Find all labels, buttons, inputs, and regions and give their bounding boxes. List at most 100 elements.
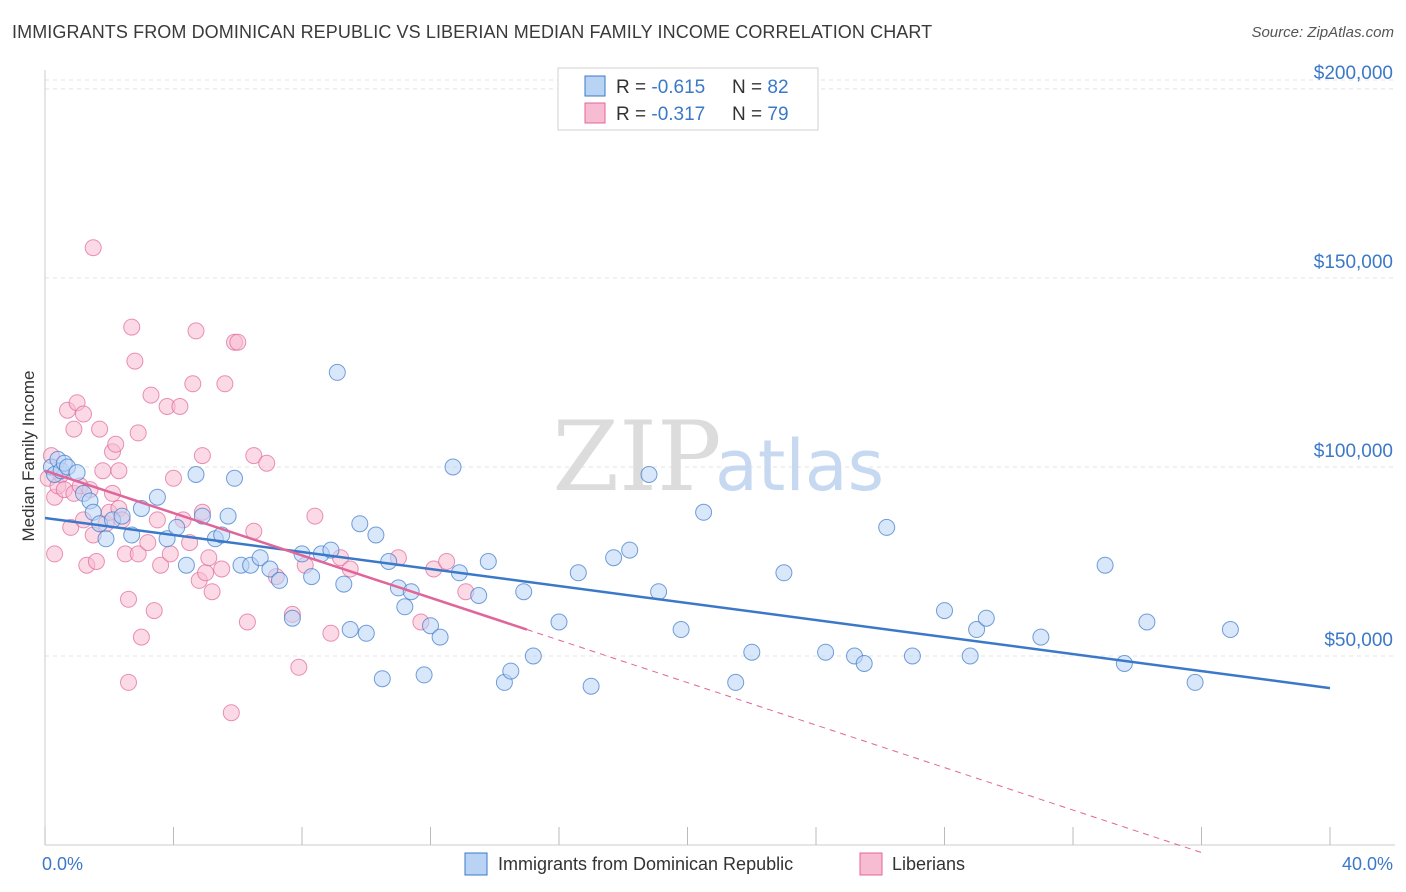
- y-tick-label-150000: $150,000: [1314, 252, 1393, 273]
- tick-labels: $50,000 $100,000 $150,000 $200,000 0.0% 40.0%: [42, 63, 1393, 874]
- dominican-point-11: [97, 530, 115, 548]
- y-tick-label-200000: $200,000: [1314, 63, 1393, 84]
- watermark: ZIP atlas: [552, 401, 884, 513]
- dominican-point-40: [357, 624, 375, 642]
- legend-swatch-blue: [584, 75, 606, 97]
- liberians-point-65: [258, 454, 276, 472]
- dominican-point-53: [479, 553, 497, 570]
- bottom-legend-swatch-pink: [859, 852, 883, 876]
- liberians-point-59: [222, 704, 240, 722]
- dominican-point-45: [396, 598, 414, 616]
- liberians-point-3: [46, 545, 64, 563]
- dominican-trend-line: [44, 516, 1331, 690]
- dominican-point-82: [1138, 613, 1156, 631]
- dominican-point-18: [168, 518, 186, 536]
- dominican-point-72: [855, 655, 873, 672]
- y-tick-label-100000: $100,000: [1314, 441, 1393, 462]
- liberians-point-44: [161, 545, 179, 563]
- dominican-point-77: [968, 621, 986, 638]
- liberians-point-55: [200, 549, 218, 567]
- liberians-point-50: [187, 322, 205, 340]
- x-tick-label-min: 0.0%: [42, 854, 83, 874]
- dominican-point-60: [582, 677, 600, 695]
- bottom-legend-swatch-blue: [464, 852, 488, 876]
- dominican-point-68: [743, 643, 761, 661]
- bottom-legend-label-blue: Immigrants from Dominican Republic: [498, 854, 793, 874]
- dominican-point-48: [422, 617, 439, 635]
- dominican-points: [42, 363, 1239, 695]
- liberians-point-58: [216, 375, 234, 393]
- dominican-point-67: [727, 673, 745, 691]
- legend-r-label-2: R =: [616, 104, 651, 125]
- liberians-point-68: [290, 658, 308, 676]
- dominican-point-19: [177, 556, 195, 574]
- legend-r-value-2: -0.317: [651, 104, 705, 125]
- dominican-point-59: [569, 564, 587, 582]
- y-axis-label: Median Family Income: [19, 370, 38, 541]
- liberians-point-61: [229, 333, 247, 351]
- dominican-point-56: [515, 583, 533, 601]
- dominican-point-84: [1221, 621, 1239, 638]
- legend-n-label-2: N =: [732, 104, 767, 125]
- liberians-point-37: [132, 628, 150, 646]
- dominican-point-31: [283, 609, 301, 627]
- axes: [44, 70, 1395, 846]
- dominican-point-57: [524, 647, 542, 665]
- dominican-point-39: [351, 515, 369, 533]
- legend-n-value-1: 82: [767, 77, 788, 98]
- liberians-point-53: [193, 447, 211, 465]
- dominican-point-20: [187, 466, 205, 483]
- dominican-point-65: [672, 621, 690, 638]
- dominican-point-50: [444, 458, 462, 476]
- liberians-point-45: [165, 469, 182, 487]
- legend-r-label-1: R =: [616, 77, 651, 98]
- y-tick-label-50000: $50,000: [1324, 630, 1393, 651]
- svg-text:R = -0.615: R = -0.615: [616, 77, 705, 98]
- chart-title: IMMIGRANTS FROM DOMINICAN REPUBLIC VS LI…: [12, 22, 933, 42]
- dominican-point-28: [251, 549, 269, 567]
- dominican-point-58: [550, 613, 568, 631]
- dominican-point-33: [303, 568, 321, 586]
- svg-text:N = 82: N = 82: [732, 77, 789, 98]
- chart-source: Source: ZipAtlas.com: [1251, 24, 1394, 41]
- liberians-points: [39, 239, 475, 722]
- bottom-legend: Immigrants from Dominican Republic Liber…: [464, 852, 965, 876]
- liberians-point-9: [65, 420, 83, 438]
- liberians-point-33: [123, 318, 141, 336]
- liberians-point-26: [107, 435, 125, 453]
- dominican-point-62: [621, 541, 639, 559]
- svg-text:R = -0.317: R = -0.317: [616, 104, 705, 125]
- dominican-point-30: [271, 571, 288, 589]
- dominican-point-80: [1096, 556, 1114, 574]
- dominican-point-73: [878, 518, 896, 536]
- liberians-point-8: [62, 518, 80, 536]
- liberians-point-38: [139, 534, 157, 552]
- liberians-trend-extension: [526, 629, 1202, 854]
- watermark-zip: ZIP: [552, 401, 721, 513]
- dominican-point-69: [775, 564, 793, 582]
- dominican-point-42: [373, 670, 391, 688]
- watermark-atlas: atlas: [715, 425, 884, 507]
- liberians-point-46: [171, 398, 189, 415]
- dominican-point-52: [470, 587, 488, 604]
- svg-text:N = 79: N = 79: [732, 104, 789, 125]
- legend: R = -0.615 N = 82 R = -0.317 N = 79: [557, 67, 819, 131]
- liberians-point-62: [238, 613, 256, 631]
- liberians-point-35: [129, 424, 147, 442]
- liberians-point-71: [322, 624, 340, 642]
- liberians-point-13: [75, 405, 92, 423]
- dominican-point-37: [335, 575, 353, 593]
- liberians-point-31: [120, 673, 137, 691]
- dominican-point-76: [961, 647, 979, 665]
- dominican-point-75: [936, 602, 953, 620]
- liberians-point-77: [438, 553, 456, 570]
- liberians-point-49: [184, 375, 202, 393]
- dominican-point-36: [328, 363, 346, 381]
- dominican-point-13: [113, 507, 131, 525]
- dominican-point-47: [415, 666, 433, 684]
- dominican-point-74: [903, 647, 921, 665]
- liberians-point-36: [129, 545, 147, 563]
- liberians-point-54: [197, 564, 215, 582]
- dominican-point-24: [219, 507, 237, 525]
